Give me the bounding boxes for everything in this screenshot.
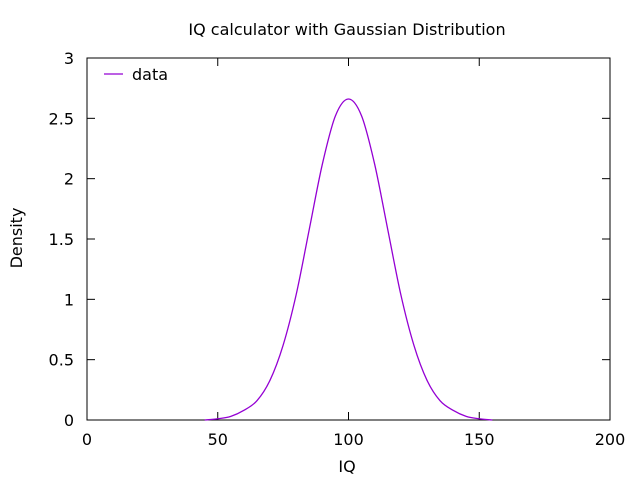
y-tick-label: 2 bbox=[64, 170, 74, 189]
y-tick-label: 0.5 bbox=[49, 351, 74, 370]
x-tick-label: 200 bbox=[595, 430, 626, 449]
y-axis-label: Density bbox=[7, 208, 26, 269]
x-tick-label: 0 bbox=[82, 430, 92, 449]
plot-frame bbox=[86, 57, 611, 421]
legend-label: data bbox=[132, 65, 168, 84]
y-tick-label: 2.5 bbox=[49, 109, 74, 128]
x-tick-label: 50 bbox=[208, 430, 228, 449]
legend: data bbox=[104, 65, 168, 84]
x-tick-label: 100 bbox=[333, 430, 364, 449]
x-axis-label: IQ bbox=[338, 457, 355, 476]
y-tick-label: 0 bbox=[64, 411, 74, 430]
y-tick-label: 1.5 bbox=[49, 230, 74, 249]
y-tick-label: 3 bbox=[64, 49, 74, 68]
x-tick-label: 150 bbox=[464, 430, 495, 449]
chart-title: IQ calculator with Gaussian Distribution bbox=[188, 20, 505, 39]
ticks-layer: 0 50 100 150 200 0 0.5 1 1.5 2 2.5 3 bbox=[49, 49, 626, 449]
y-tick-label: 1 bbox=[64, 290, 74, 309]
series-layer bbox=[204, 98, 493, 421]
series-line bbox=[204, 98, 493, 421]
